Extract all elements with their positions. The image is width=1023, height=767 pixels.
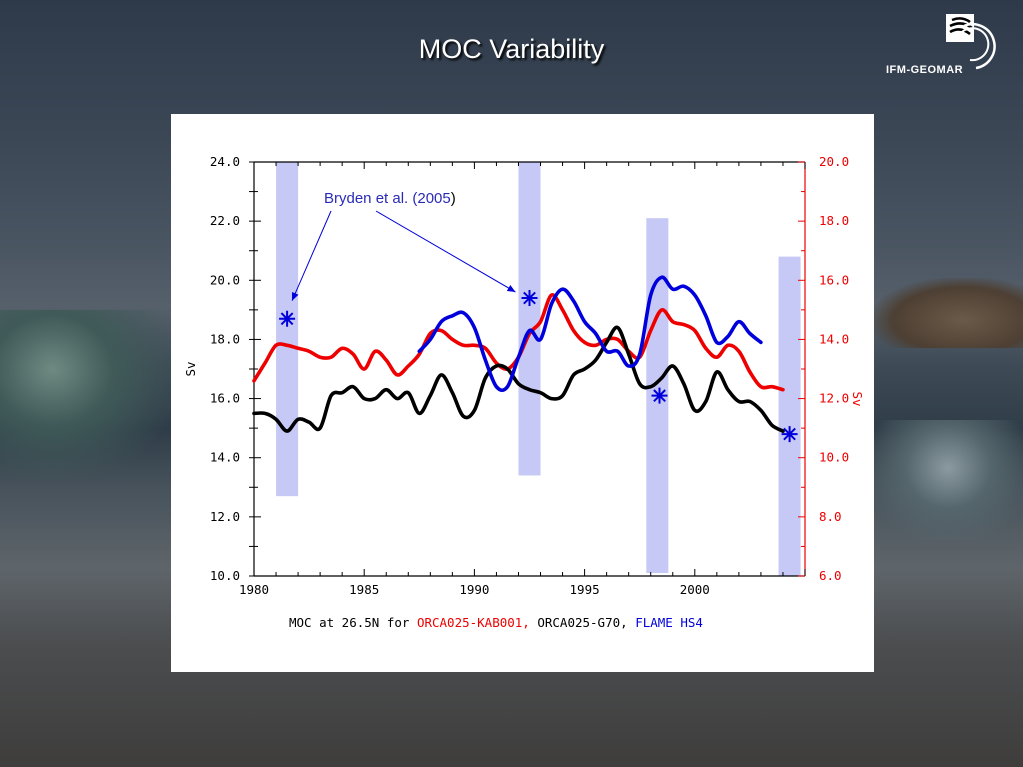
x-tick-label: 1990 [459,582,489,597]
observation-bar-1 [518,162,541,476]
y-tick-label-left: 18.0 [210,331,240,346]
y-tick-label-left: 16.0 [210,391,240,406]
y-tick-label-left: 22.0 [210,213,240,228]
bryden-marker-3 [781,426,798,443]
y-tick-label-left: 20.0 [210,272,240,287]
background-surf-left [0,310,175,480]
bryden-marker-1 [521,290,538,306]
series-line-blue [417,275,763,393]
y-tick-label-left: 14.0 [210,450,240,465]
bryden-marker-0 [279,310,296,327]
ifm-geomar-logo [946,14,996,70]
y-tick-label-right: 8.0 [819,509,842,524]
y-axis-label-right: Sv [850,391,865,406]
y-tick-label-right: 10.0 [819,450,849,465]
bryden-annotation-text: Bryden et al. (2005 [324,190,451,207]
bryden-annotation-paren: ) [450,190,456,207]
y-tick-label-left: 24.0 [210,154,240,169]
caption-prefix: MOC at 26.5N for [289,615,417,630]
x-tick-label: 1985 [349,582,379,597]
bryden-marker-2 [651,387,668,404]
y-tick-label-right: 12.0 [819,391,849,406]
series-line-black [252,325,785,433]
y-tick-label-left: 10.0 [210,568,240,583]
x-tick-label: 1995 [570,582,600,597]
bryden-annotation: Bryden et al. (2005) [324,190,456,207]
caption-black-series: ORCA025-G70, [529,615,628,630]
x-tick-label: 1980 [239,582,269,597]
observation-bar-0 [276,162,299,497]
y-tick-label-right: 6.0 [819,568,842,583]
background-surf-right [873,420,1023,540]
caption-blue-series: FLAME HS4 [627,615,703,630]
y-axis-label-left: Sv [183,361,198,376]
chart-panel: 1980 1985 1990 1995 2000 10.0 12.0 14.0 16.0 18.0… [171,114,874,672]
y-tick-label-right: 20.0 [819,154,849,169]
y-tick-label-left: 12.0 [210,509,240,524]
x-tick-label: 2000 [680,582,710,597]
slide-title: MOC Variability [418,34,605,64]
logo-text: IFM-GEOMAR [886,64,964,76]
y-tick-label-right: 18.0 [819,213,849,228]
annotation-arrow-1 [375,210,516,293]
caption-red-series: ORCA025-KAB001, [416,615,530,630]
annotation-arrowhead-0 [292,291,299,301]
annotation-arrowhead-1 [506,284,516,293]
y-tick-label-right: 14.0 [819,331,849,346]
annotation-arrow-0 [291,210,332,301]
y-tick-label-right: 16.0 [819,272,849,287]
observation-bar-3 [778,256,801,576]
chart-caption: MOC at 26.5N for ORCA025-KAB001, ORCA025… [289,615,703,630]
moc-chart: 1980 1985 1990 1995 2000 10.0 12.0 14.0 16.0 18.0… [183,154,865,597]
background-rocks [873,278,1023,348]
